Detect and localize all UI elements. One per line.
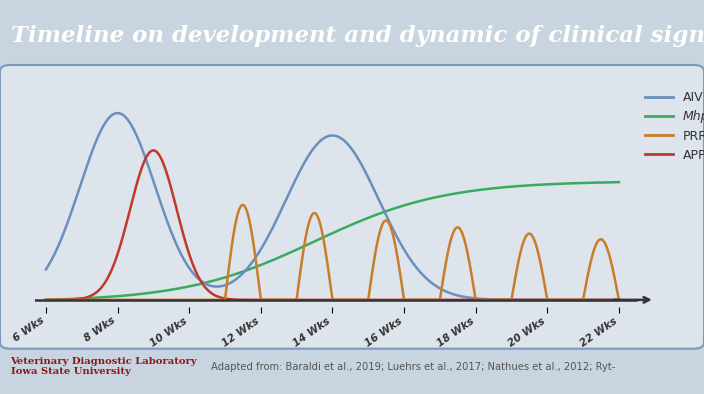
Text: Veterinary Diagnostic Laboratory
Iowa State University: Veterinary Diagnostic Laboratory Iowa St… xyxy=(11,357,197,376)
Text: Adapted from: Baraldi et al., 2019; Luehrs et al., 2017; Nathues et al., 2012; R: Adapted from: Baraldi et al., 2019; Lueh… xyxy=(211,362,615,372)
Legend: AIV, Mhp, PRRSV, APP: AIV, Mhp, PRRSV, APP xyxy=(640,86,704,167)
Text: Timeline on development and dynamic of clinical signs: Timeline on development and dynamic of c… xyxy=(11,25,704,47)
